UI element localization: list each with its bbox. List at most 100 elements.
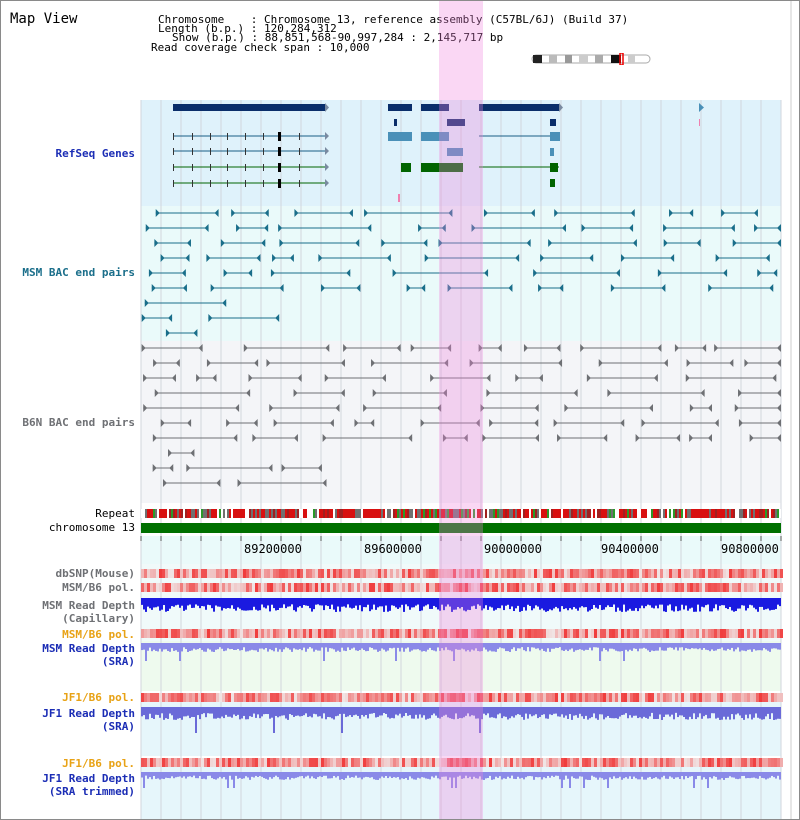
b6n-bac-pair-end bbox=[620, 419, 625, 427]
msm-capillary-depth bbox=[663, 598, 665, 612]
msm-bac-pair-end bbox=[657, 269, 662, 277]
repeat-segment bbox=[619, 509, 621, 518]
msm-capillary-depth bbox=[607, 598, 609, 606]
chromosome-ideogram[interactable] bbox=[531, 53, 653, 65]
jf1-b6-trim-heat bbox=[258, 758, 261, 767]
jf1-sra-depth bbox=[363, 707, 365, 717]
repeat-segment bbox=[669, 509, 671, 518]
repeat-segment bbox=[721, 509, 723, 518]
jf1-b6-trim-heat bbox=[252, 758, 255, 767]
msm-sra-depth bbox=[461, 643, 463, 649]
msm-bac-pair-end bbox=[392, 269, 397, 277]
jf1-sra-depth bbox=[289, 707, 291, 715]
jf1-sra-depth bbox=[147, 707, 149, 720]
msm-bac-pair-end bbox=[294, 209, 299, 217]
b6n-bac-pair-end bbox=[190, 449, 195, 457]
msm-b6-sra-heat bbox=[186, 629, 189, 638]
msm-sra-depth bbox=[255, 643, 257, 651]
msm-capillary-depth bbox=[147, 598, 149, 607]
jf1-sra-depth bbox=[265, 707, 267, 714]
msm-bac-pair-end bbox=[632, 239, 637, 247]
jf1-b6-trim-heat bbox=[438, 758, 441, 767]
msm-capillary-depth bbox=[207, 598, 209, 605]
jf1-trim-depth bbox=[529, 772, 531, 777]
msm-sra-depth bbox=[451, 643, 453, 652]
repeat-segment bbox=[495, 509, 497, 518]
msm-sra-depth bbox=[639, 643, 641, 649]
msm-sra-depth bbox=[219, 643, 221, 648]
msm-capillary-depth bbox=[323, 598, 325, 611]
msm-sra-depth bbox=[649, 643, 651, 652]
msm-sra-depth bbox=[591, 643, 593, 651]
dbsnp-heat bbox=[702, 569, 705, 578]
jf1-b6-heat bbox=[675, 693, 678, 702]
jf1-b6-trim-heat bbox=[183, 758, 186, 767]
msm-sra-depth bbox=[163, 643, 165, 650]
jf1-b6-trim-heat bbox=[633, 758, 636, 767]
msm-sra-depth bbox=[511, 643, 513, 650]
jf1-b6-trim-heat bbox=[711, 758, 714, 767]
b6n-bac-pair-end bbox=[714, 344, 719, 352]
msm-b6-heat bbox=[504, 583, 507, 592]
jf1-sra-depth bbox=[315, 707, 317, 715]
msm-capillary-depth bbox=[267, 598, 269, 606]
msm-b6-sra-heat bbox=[162, 629, 165, 638]
jf1-trim-depth bbox=[393, 772, 395, 778]
msm-b6-heat bbox=[372, 583, 375, 592]
msm-sra-depth bbox=[529, 643, 531, 652]
jf1-b6-trim-heat bbox=[738, 758, 741, 767]
exon-mark bbox=[245, 133, 246, 140]
jf1-b6-trim-heat bbox=[543, 758, 546, 767]
msm-capillary-depth bbox=[445, 598, 447, 607]
repeat-segment bbox=[273, 509, 275, 518]
msm-b6-sra-heat bbox=[519, 629, 522, 638]
repeat-segment bbox=[535, 509, 537, 518]
dbsnp-heat bbox=[366, 569, 369, 578]
msm-capillary-depth bbox=[577, 598, 579, 611]
jf1-b6-trim-heat bbox=[423, 758, 426, 767]
exon-block bbox=[278, 163, 281, 172]
msm-sra-depth bbox=[563, 643, 565, 651]
msm-capillary-depth bbox=[381, 598, 383, 607]
msm-capillary-depth bbox=[415, 598, 417, 606]
msm-capillary-depth bbox=[587, 598, 589, 612]
jf1-sra-depth bbox=[447, 707, 449, 718]
b6n-bac-pair-end bbox=[246, 389, 251, 397]
msm-b6-heat bbox=[597, 583, 600, 592]
jf1-trim-depth bbox=[291, 772, 293, 778]
dbsnp-heat bbox=[573, 569, 576, 578]
exon-block bbox=[278, 132, 281, 141]
jf1-trim-depth bbox=[561, 772, 563, 788]
jf1-trim-depth bbox=[569, 772, 571, 788]
msm-b6-sra-heat bbox=[372, 629, 375, 638]
repeat-segment bbox=[575, 509, 577, 518]
msm-bac-pair-end bbox=[610, 284, 615, 292]
msm-sra-depth bbox=[663, 643, 665, 651]
msm-b6-sra-heat bbox=[756, 629, 759, 638]
dbsnp-heat bbox=[639, 569, 642, 578]
jf1-b6-heat bbox=[453, 693, 456, 702]
msm-b6-heat bbox=[405, 583, 408, 592]
dbsnp-heat bbox=[375, 569, 378, 578]
msm-b6-sra-heat bbox=[504, 629, 507, 638]
jf1-b6-trim-heat bbox=[189, 758, 192, 767]
msm-b6-heat bbox=[708, 583, 711, 592]
jf1-b6-heat bbox=[303, 693, 306, 702]
jf1-b6-trim-heat bbox=[282, 758, 285, 767]
dbsnp-heat bbox=[462, 569, 465, 578]
msm-sra-depth bbox=[409, 643, 411, 652]
jf1-trim-depth bbox=[445, 772, 447, 777]
b6n-bac-pair-end bbox=[437, 404, 442, 412]
b6n-bac-pair-end bbox=[253, 419, 258, 427]
msm-b6-sra-heat bbox=[423, 629, 426, 638]
b6n-bac-pair-end bbox=[482, 434, 487, 442]
jf1-b6-heat bbox=[291, 693, 294, 702]
dbsnp-heat bbox=[411, 569, 414, 578]
repeat-segment bbox=[179, 509, 181, 518]
msm-b6-heat bbox=[456, 583, 459, 592]
msm-b6-sra-heat bbox=[612, 629, 615, 638]
jf1-trim-depth bbox=[665, 772, 667, 779]
msm-sra-depth bbox=[765, 643, 767, 650]
b6n-bac-pair-end bbox=[254, 359, 259, 367]
